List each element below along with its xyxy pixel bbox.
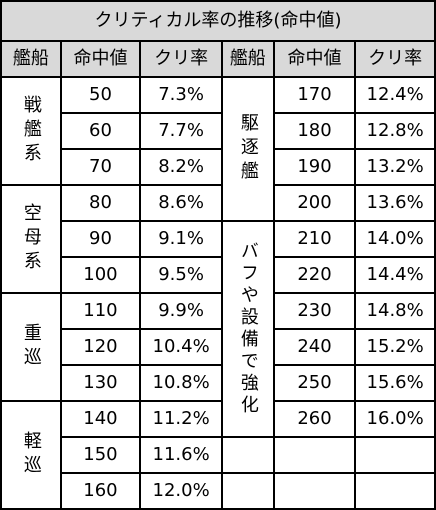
- table-title[interactable]: クリティカル率の推移(命中値): [0, 0, 436, 42]
- empty-cell[interactable]: [220, 436, 275, 474]
- cell-accuracy[interactable]: 190: [272, 148, 357, 186]
- group-label-battleship[interactable]: 戦艦系: [0, 76, 62, 186]
- cell-accuracy[interactable]: 220: [272, 256, 357, 294]
- cell-accuracy[interactable]: 50: [59, 76, 142, 114]
- empty-cell[interactable]: [220, 472, 275, 510]
- cell-crit[interactable]: 9.9%: [139, 292, 223, 330]
- group-label-light-cruiser[interactable]: 軽巡: [0, 400, 62, 510]
- cell-crit[interactable]: 12.4%: [354, 76, 436, 114]
- header-accuracy-left[interactable]: 命中値: [59, 40, 142, 78]
- cell-accuracy[interactable]: 80: [59, 184, 142, 222]
- cell-accuracy[interactable]: 260: [272, 400, 357, 438]
- cell-crit[interactable]: 12.8%: [354, 112, 436, 150]
- cell-crit[interactable]: 14.4%: [354, 256, 436, 294]
- cell-crit[interactable]: 12.0%: [139, 472, 223, 510]
- header-crit-right[interactable]: クリ率: [354, 40, 436, 78]
- cell-accuracy[interactable]: 180: [272, 112, 357, 150]
- cell-crit[interactable]: 10.4%: [139, 328, 223, 366]
- cell-crit[interactable]: 16.0%: [354, 400, 436, 438]
- cell-accuracy[interactable]: 200: [272, 184, 357, 222]
- cell-crit[interactable]: 14.8%: [354, 292, 436, 330]
- header-ship-left[interactable]: 艦船: [0, 40, 62, 78]
- cell-crit[interactable]: 8.6%: [139, 184, 223, 222]
- cell-crit[interactable]: 11.6%: [139, 436, 223, 474]
- header-crit-left[interactable]: クリ率: [139, 40, 223, 78]
- cell-accuracy[interactable]: 100: [59, 256, 142, 294]
- cell-crit[interactable]: 15.2%: [354, 328, 436, 366]
- cell-accuracy[interactable]: 90: [59, 220, 142, 258]
- cell-accuracy[interactable]: 70: [59, 148, 142, 186]
- cell-crit[interactable]: 13.2%: [354, 148, 436, 186]
- cell-crit[interactable]: 11.2%: [139, 400, 223, 438]
- group-label-buff[interactable]: バフや設備で強化: [220, 220, 275, 438]
- cell-accuracy[interactable]: 160: [59, 472, 142, 510]
- group-label-heavy-cruiser[interactable]: 重巡: [0, 292, 62, 402]
- empty-cell[interactable]: [354, 472, 436, 510]
- cell-accuracy[interactable]: 250: [272, 364, 357, 402]
- empty-cell[interactable]: [272, 436, 357, 474]
- cell-accuracy[interactable]: 60: [59, 112, 142, 150]
- cell-accuracy[interactable]: 130: [59, 364, 142, 402]
- header-accuracy-right[interactable]: 命中値: [272, 40, 357, 78]
- group-label-carrier[interactable]: 空母系: [0, 184, 62, 294]
- group-label-destroyer[interactable]: 駆逐艦: [220, 76, 275, 222]
- cell-accuracy[interactable]: 240: [272, 328, 357, 366]
- cell-accuracy[interactable]: 230: [272, 292, 357, 330]
- cell-crit[interactable]: 15.6%: [354, 364, 436, 402]
- cell-crit[interactable]: 10.8%: [139, 364, 223, 402]
- cell-accuracy[interactable]: 110: [59, 292, 142, 330]
- empty-cell[interactable]: [272, 472, 357, 510]
- cell-crit[interactable]: 13.6%: [354, 184, 436, 222]
- cell-accuracy[interactable]: 150: [59, 436, 142, 474]
- cell-crit[interactable]: 8.2%: [139, 148, 223, 186]
- cell-crit[interactable]: 9.1%: [139, 220, 223, 258]
- cell-accuracy[interactable]: 140: [59, 400, 142, 438]
- cell-crit[interactable]: 7.3%: [139, 76, 223, 114]
- cell-crit[interactable]: 7.7%: [139, 112, 223, 150]
- cell-accuracy[interactable]: 170: [272, 76, 357, 114]
- empty-cell[interactable]: [354, 436, 436, 474]
- cell-crit[interactable]: 9.5%: [139, 256, 223, 294]
- cell-crit[interactable]: 14.0%: [354, 220, 436, 258]
- cell-accuracy[interactable]: 120: [59, 328, 142, 366]
- cell-accuracy[interactable]: 210: [272, 220, 357, 258]
- header-ship-right[interactable]: 艦船: [220, 40, 275, 78]
